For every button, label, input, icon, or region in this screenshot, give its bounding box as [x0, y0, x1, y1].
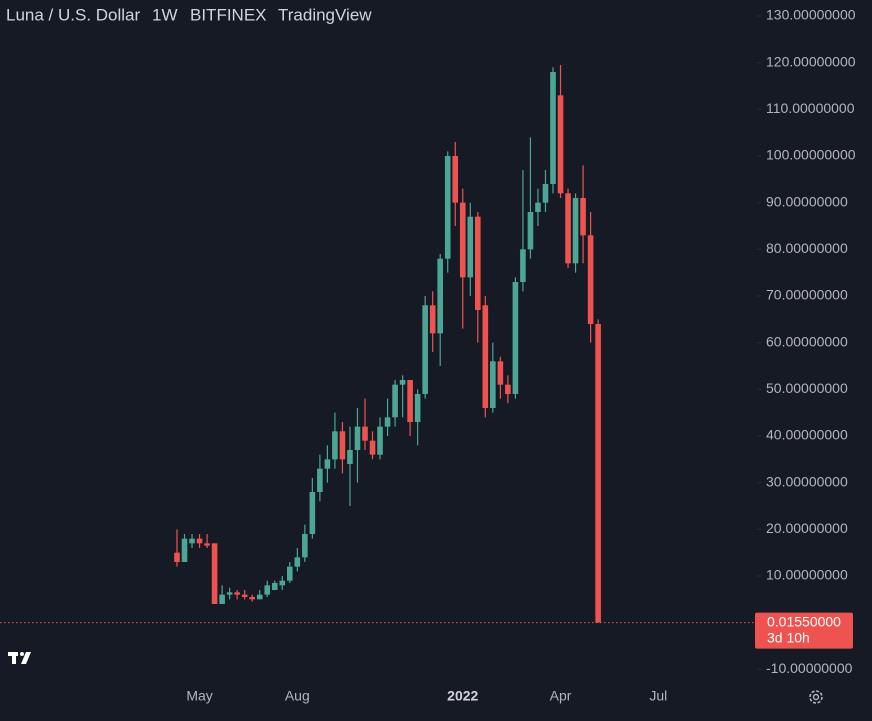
candle-body	[264, 585, 271, 595]
candle-body	[241, 594, 248, 597]
candle-body	[399, 380, 406, 385]
candle-body	[565, 193, 571, 264]
y-tick-label: 20.00000000	[766, 520, 848, 536]
gear	[809, 690, 823, 704]
logo-part	[20, 652, 24, 656]
candle-body	[384, 417, 391, 427]
candle-body	[339, 431, 346, 460]
interval[interactable]: 1W	[152, 5, 178, 24]
y-tick-label: 60.00000000	[766, 333, 848, 349]
y-tick-label: 70.00000000	[766, 287, 848, 303]
candle-body	[595, 324, 601, 623]
candle-body	[354, 426, 361, 450]
y-tick-label: 40.00000000	[766, 427, 848, 443]
candle-body	[392, 384, 398, 418]
candle-body	[271, 583, 278, 590]
candle-body	[174, 552, 180, 562]
candle-body	[249, 597, 255, 600]
last-price-box	[755, 612, 853, 649]
candle-body	[505, 384, 511, 394]
x-tick-label: Jul	[649, 688, 667, 704]
y-tick-label: 10.00000000	[766, 567, 848, 583]
settings-icon[interactable]	[809, 690, 823, 704]
candle-body	[557, 95, 564, 194]
candle-body	[459, 202, 466, 278]
candle-body	[204, 543, 210, 546]
candle-body	[444, 156, 451, 259]
candle-body	[475, 216, 481, 310]
candle-body	[542, 184, 549, 203]
candle-body	[550, 72, 556, 184]
candle-body	[181, 538, 188, 562]
source: TradingView	[278, 5, 372, 24]
candle-body	[309, 492, 316, 534]
candle-body	[527, 212, 534, 250]
candle-body	[302, 534, 308, 558]
y-tick-label: -10.00000000	[766, 660, 853, 676]
candle-body	[467, 216, 474, 278]
countdown-label: 3d 10h	[767, 629, 810, 645]
y-tick-label: 50.00000000	[766, 380, 848, 396]
x-tick-label: May	[186, 688, 212, 704]
y-tick-label: 90.00000000	[766, 193, 848, 209]
candle-body	[587, 235, 594, 324]
exchange: BITFINEX	[190, 5, 267, 24]
candle-body	[196, 538, 203, 544]
y-tick-label: 100.00000000	[766, 147, 856, 163]
candle-body	[482, 305, 489, 408]
y-tick-label: 120.00000000	[766, 53, 856, 69]
x-tick-label: Apr	[550, 688, 572, 704]
candle-body	[437, 258, 443, 334]
candle-body	[287, 566, 293, 581]
candle-body	[219, 594, 225, 604]
candle-body	[226, 592, 233, 595]
gear-center	[812, 693, 820, 701]
candle-body	[452, 156, 459, 203]
candle-body	[362, 426, 368, 441]
y-tick-label: 110.00000000	[766, 100, 855, 116]
candle-body	[429, 305, 436, 334]
candle-body	[580, 198, 586, 236]
last-price-label: 0.01550000	[767, 613, 841, 629]
candle-body	[332, 431, 338, 460]
candle-body	[520, 249, 526, 282]
candle-body	[324, 459, 331, 469]
candle-body	[294, 557, 301, 567]
candle-body	[211, 543, 218, 604]
candle-body	[369, 440, 376, 455]
candle-body	[414, 394, 421, 422]
candle-body	[317, 468, 323, 492]
logo-part	[21, 652, 31, 664]
x-tick-label: Aug	[285, 688, 310, 704]
candle-body	[422, 305, 428, 394]
candle-body	[347, 450, 353, 464]
chart-title: Luna / U.S. Dollar	[6, 5, 141, 24]
y-tick-label: 30.00000000	[766, 473, 848, 489]
logo-part	[12, 652, 16, 664]
tv-logo[interactable]	[8, 652, 31, 664]
candle-body	[572, 198, 579, 264]
candle-body	[189, 538, 195, 544]
candle-body	[256, 594, 263, 600]
candle-body	[407, 380, 413, 422]
y-tick-label: 130.00000000	[766, 7, 856, 23]
candle-body	[535, 202, 541, 212]
candle-body	[490, 361, 496, 408]
candle-body	[279, 580, 286, 586]
candle-body	[234, 592, 240, 595]
x-tick-label: 2022	[447, 688, 478, 704]
candle-body	[377, 426, 383, 455]
candle-body	[497, 361, 504, 385]
y-tick-label: 80.00000000	[766, 240, 848, 256]
candle-body	[512, 282, 519, 394]
